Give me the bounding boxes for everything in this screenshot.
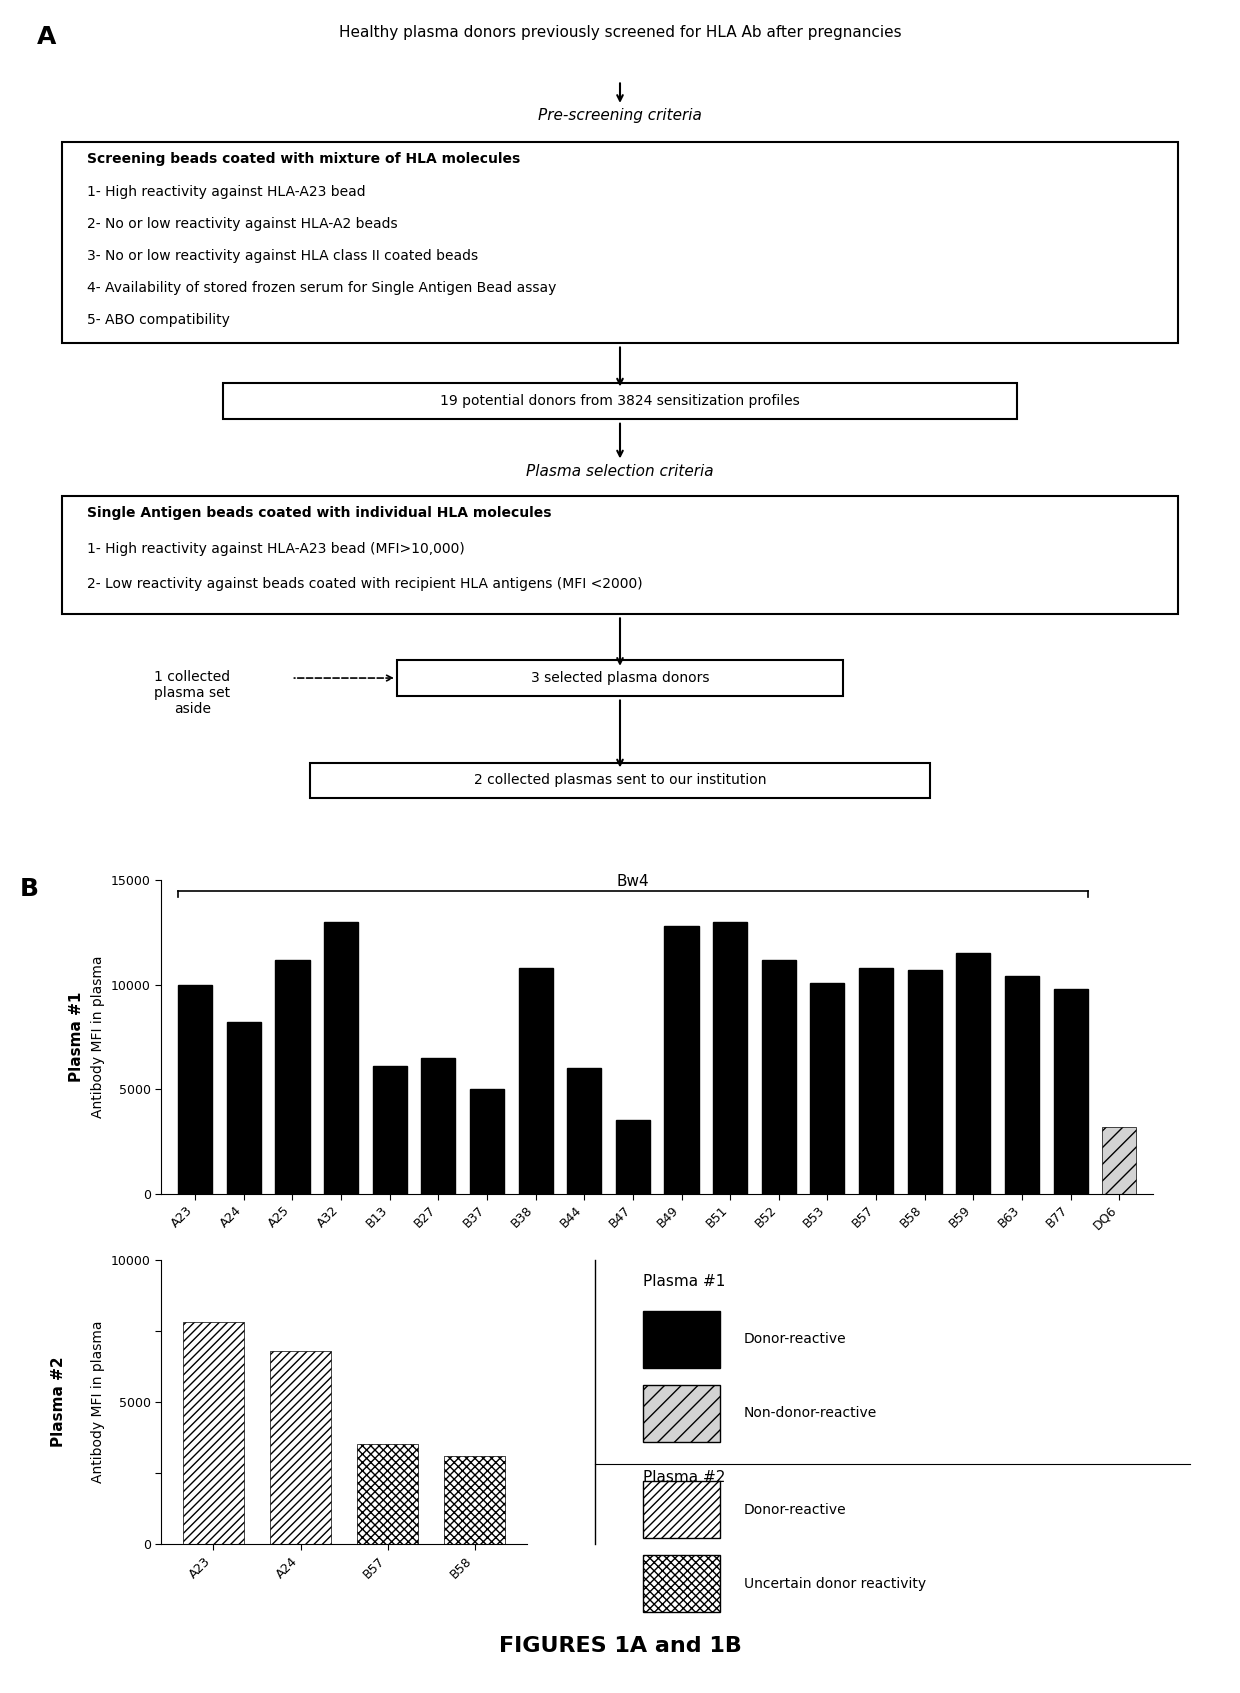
- Bar: [956, 953, 991, 1194]
- Text: Plasma #2: Plasma #2: [642, 1470, 725, 1485]
- Bar: [270, 1351, 331, 1544]
- Text: Bw4: Bw4: [616, 874, 650, 889]
- Bar: [1054, 989, 1087, 1194]
- Bar: [357, 1444, 418, 1544]
- Bar: [1004, 977, 1039, 1194]
- Bar: [642, 1385, 720, 1442]
- Text: Plasma #2: Plasma #2: [51, 1356, 66, 1448]
- FancyBboxPatch shape: [223, 384, 1017, 418]
- Bar: [761, 960, 796, 1194]
- Bar: [422, 1058, 455, 1194]
- Bar: [1102, 1128, 1136, 1194]
- Text: 2 collected plasmas sent to our institution: 2 collected plasmas sent to our institut…: [474, 774, 766, 787]
- Text: Pre-screening criteria: Pre-screening criteria: [538, 108, 702, 124]
- FancyBboxPatch shape: [310, 762, 930, 799]
- Bar: [518, 968, 553, 1194]
- Text: 5- ABO compatibility: 5- ABO compatibility: [87, 313, 229, 327]
- Text: 4- Availability of stored frozen serum for Single Antigen Bead assay: 4- Availability of stored frozen serum f…: [87, 281, 557, 295]
- Text: 3 selected plasma donors: 3 selected plasma donors: [531, 670, 709, 686]
- Bar: [713, 923, 748, 1194]
- Text: Non-donor-reactive: Non-donor-reactive: [744, 1407, 877, 1420]
- Text: 2- Low reactivity against beads coated with recipient HLA antigens (MFI <2000): 2- Low reactivity against beads coated w…: [87, 577, 642, 591]
- FancyBboxPatch shape: [62, 142, 1178, 342]
- Text: Donor-reactive: Donor-reactive: [744, 1332, 847, 1346]
- Bar: [179, 985, 212, 1194]
- Bar: [324, 923, 358, 1194]
- Bar: [665, 926, 698, 1194]
- FancyBboxPatch shape: [62, 496, 1178, 615]
- Bar: [275, 960, 310, 1194]
- Text: Plasma #1: Plasma #1: [642, 1273, 725, 1288]
- Bar: [227, 1023, 260, 1194]
- FancyBboxPatch shape: [397, 660, 843, 696]
- Text: FIGURES 1A and 1B: FIGURES 1A and 1B: [498, 1637, 742, 1656]
- Text: Healthy plasma donors previously screened for HLA Ab after pregnancies: Healthy plasma donors previously screene…: [339, 25, 901, 41]
- Text: A: A: [37, 25, 57, 49]
- Bar: [859, 968, 893, 1194]
- Text: 1 collected
plasma set
aside: 1 collected plasma set aside: [154, 669, 231, 716]
- Bar: [444, 1456, 505, 1544]
- Text: 1- High reactivity against HLA-A23 bead: 1- High reactivity against HLA-A23 bead: [87, 185, 366, 198]
- Text: Uncertain donor reactivity: Uncertain donor reactivity: [744, 1576, 926, 1591]
- Bar: [642, 1310, 720, 1368]
- Text: B: B: [20, 877, 38, 901]
- Text: Plasma selection criteria: Plasma selection criteria: [526, 464, 714, 479]
- Bar: [567, 1068, 601, 1194]
- Text: Plasma #1: Plasma #1: [69, 992, 84, 1082]
- Text: 3- No or low reactivity against HLA class II coated beads: 3- No or low reactivity against HLA clas…: [87, 249, 477, 262]
- Text: Single Antigen beads coated with individual HLA molecules: Single Antigen beads coated with individ…: [87, 506, 552, 520]
- Bar: [616, 1121, 650, 1194]
- Bar: [470, 1089, 503, 1194]
- Text: Screening beads coated with mixture of HLA molecules: Screening beads coated with mixture of H…: [87, 152, 520, 166]
- Text: Donor-reactive: Donor-reactive: [744, 1503, 847, 1517]
- Y-axis label: Antibody MFI in plasma: Antibody MFI in plasma: [92, 957, 105, 1117]
- Bar: [642, 1481, 720, 1539]
- Text: 1- High reactivity against HLA-A23 bead (MFI>10,000): 1- High reactivity against HLA-A23 bead …: [87, 542, 465, 555]
- Bar: [642, 1556, 720, 1612]
- Y-axis label: Antibody MFI in plasma: Antibody MFI in plasma: [92, 1321, 105, 1483]
- Bar: [811, 982, 844, 1194]
- Bar: [373, 1067, 407, 1194]
- Text: 19 potential donors from 3824 sensitization profiles: 19 potential donors from 3824 sensitizat…: [440, 394, 800, 408]
- Bar: [908, 970, 941, 1194]
- Bar: [184, 1322, 244, 1544]
- Text: 2- No or low reactivity against HLA-A2 beads: 2- No or low reactivity against HLA-A2 b…: [87, 217, 398, 230]
